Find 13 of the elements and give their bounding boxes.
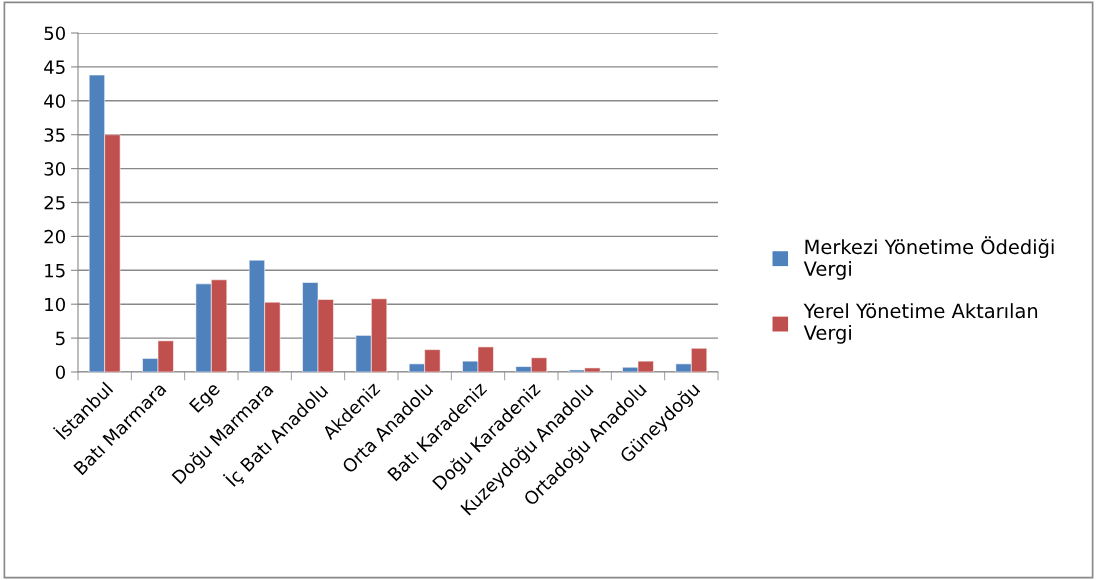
y-tick-label: 45 bbox=[44, 60, 65, 75]
y-tick-label: 30 bbox=[44, 162, 65, 176]
y-tick-label: 10 bbox=[45, 297, 65, 312]
y-tick-label: 15 bbox=[45, 264, 65, 278]
y-tick-label: 25 bbox=[44, 195, 65, 210]
y-tick-label: 20 bbox=[44, 229, 65, 244]
legend-label: Merkezi Yönetime Ödediği Vergi bbox=[803, 236, 1054, 280]
legend-label: Yerel Yönetime Aktarılan Vergi bbox=[803, 303, 1038, 344]
y-tick-label: 5 bbox=[56, 331, 65, 346]
y-tick-label: 50 bbox=[44, 26, 65, 41]
y-tick-label: 35 bbox=[44, 128, 65, 142]
y-tick-label: 0 bbox=[55, 365, 65, 380]
y-tick-label: 40 bbox=[44, 94, 65, 108]
